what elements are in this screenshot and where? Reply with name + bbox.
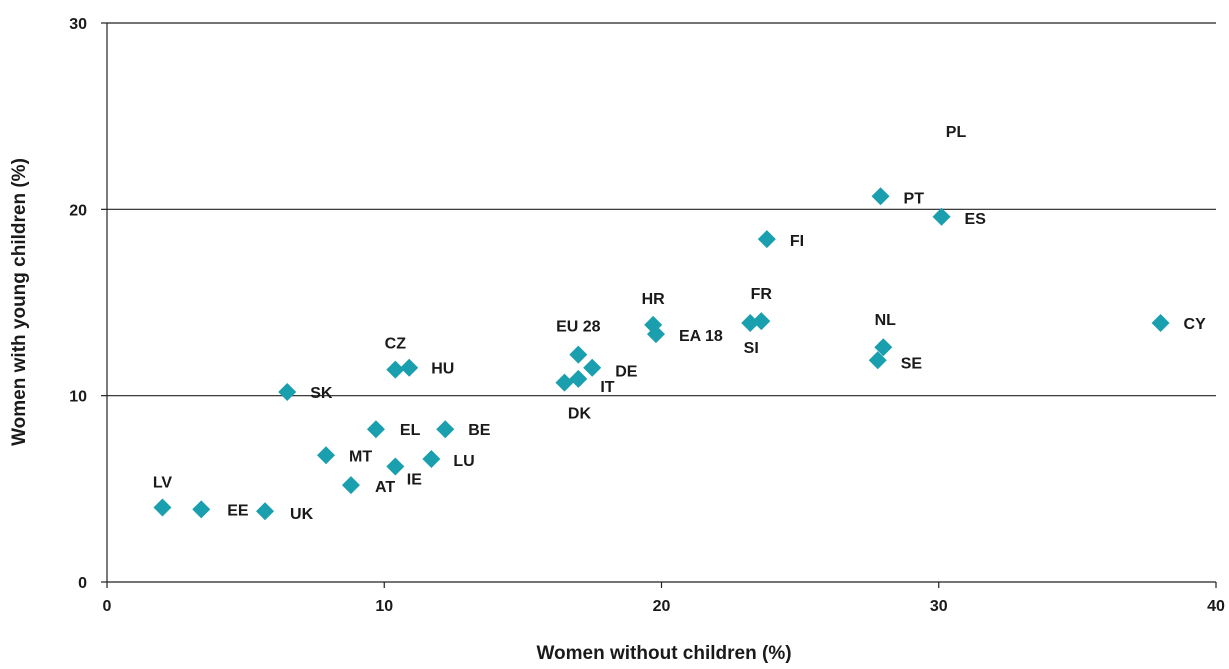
x-tick-label-20: 20	[653, 598, 671, 615]
point-label-ee: EE	[227, 502, 249, 519]
point-label-dk: DK	[568, 406, 592, 423]
point-label-es: ES	[965, 211, 987, 228]
marker-fr	[752, 312, 771, 331]
point-label-ea-18: EA 18	[679, 328, 723, 345]
marker-hu	[400, 358, 419, 377]
marker-nl	[874, 338, 893, 357]
point-label-el: EL	[400, 422, 421, 439]
x-axis-title: Women without children (%)	[536, 643, 791, 664]
gridlines	[107, 22, 1216, 397]
y-axis-title: Women with young children (%)	[9, 158, 30, 446]
point-label-cz: CZ	[385, 336, 407, 353]
marker-lu	[422, 450, 441, 469]
point-label-be: BE	[468, 422, 491, 439]
point-label-ie: IE	[407, 471, 422, 488]
marker-pt	[871, 187, 890, 206]
point-label-de: DE	[615, 364, 638, 381]
point-label-si: SI	[744, 340, 759, 357]
point-label-cy: CY	[1184, 316, 1207, 333]
point-label-sk: SK	[310, 385, 333, 402]
point-label-uk: UK	[290, 506, 314, 523]
marker-es	[932, 207, 951, 226]
marker-de	[583, 358, 602, 377]
point-label-nl: NL	[875, 312, 897, 329]
marker-sk	[278, 382, 297, 401]
marker-lv	[153, 498, 172, 517]
point-label-pl: PL	[946, 124, 967, 141]
point-label-hr: HR	[642, 291, 666, 308]
point-label-se: SE	[901, 355, 923, 372]
axes	[101, 22, 1217, 588]
point-label-at: AT	[375, 479, 395, 496]
marker-ie	[386, 457, 405, 476]
marker-at	[341, 476, 360, 495]
tick-labels: 0 10 20 30 0 10 20 30 40	[69, 16, 1225, 615]
point-label-mt: MT	[349, 448, 372, 465]
marker-it	[569, 369, 588, 388]
marker-ea-18	[646, 325, 665, 344]
point-label-fr: FR	[751, 286, 773, 303]
point-label-fi: FI	[790, 233, 804, 250]
point-label-eu-28: EU 28	[556, 319, 601, 336]
marker-ee	[192, 500, 211, 519]
point-label-lu: LU	[453, 453, 474, 470]
marker-cy	[1151, 313, 1170, 332]
x-tick-label-0: 0	[103, 598, 112, 615]
marker-dk	[555, 373, 574, 392]
x-tick-label-40: 40	[1207, 598, 1225, 615]
marker-el	[366, 420, 385, 439]
y-tick-label-30: 30	[69, 16, 87, 33]
y-tick-label-20: 20	[69, 202, 87, 219]
marker-mt	[317, 446, 336, 465]
y-tick-label-10: 10	[69, 389, 87, 406]
x-tick-label-10: 10	[375, 598, 393, 615]
point-label-it: IT	[600, 379, 614, 396]
x-tick-label-30: 30	[930, 598, 948, 615]
marker-cz	[386, 360, 405, 379]
marker-uk	[256, 502, 275, 521]
marker-si	[741, 313, 760, 332]
point-label-pt: PT	[904, 190, 925, 207]
point-label-hu: HU	[431, 361, 454, 378]
point-label-lv: LV	[153, 474, 173, 491]
marker-se	[868, 351, 887, 370]
data-points	[153, 187, 1170, 521]
marker-be	[436, 420, 455, 439]
y-tick-label-0: 0	[78, 575, 87, 592]
marker-eu-28	[569, 345, 588, 364]
marker-fi	[757, 230, 776, 249]
